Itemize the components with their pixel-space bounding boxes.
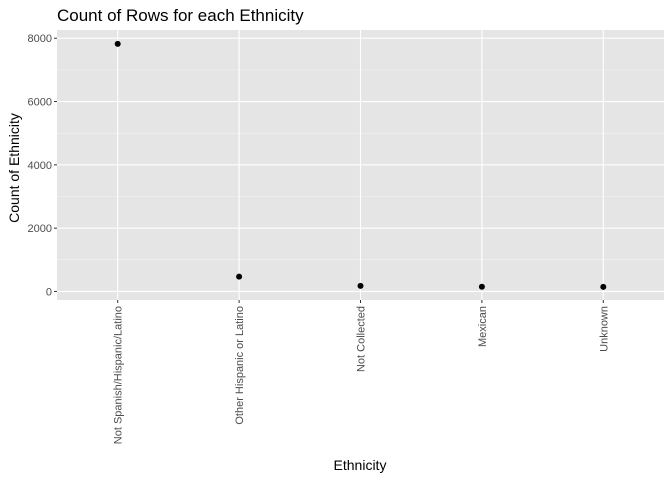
y-tick-label: 2000 [28, 223, 52, 235]
x-axis-title: Ethnicity [334, 457, 387, 473]
x-tick-label: Unknown [598, 306, 610, 352]
y-tick-label: 6000 [28, 97, 52, 109]
x-tick-label: Other Hispanic or Latino [234, 306, 246, 425]
y-tick-label: 0 [46, 286, 52, 298]
x-axis: Not Spanish/Hispanic/Latino Other Hispani… [113, 300, 610, 444]
y-tick-label: 4000 [28, 160, 52, 172]
chart-title: Count of Rows for each Ethnicity [57, 6, 304, 25]
x-tick-label: Not Spanish/Hispanic/Latino [113, 306, 125, 444]
data-point [357, 282, 364, 289]
data-point [236, 273, 243, 280]
x-tick-label: Not Collected [356, 306, 368, 372]
y-axis-title: Count of Ethnicity [6, 113, 22, 223]
data-point [114, 40, 121, 47]
y-axis: 0 2000 4000 6000 8000 [28, 33, 57, 298]
x-tick-label: Mexican [477, 306, 489, 347]
data-points [114, 40, 607, 290]
data-point [478, 283, 485, 290]
major-gridlines [57, 30, 664, 300]
data-point [600, 283, 607, 290]
y-tick-label: 8000 [28, 33, 52, 45]
